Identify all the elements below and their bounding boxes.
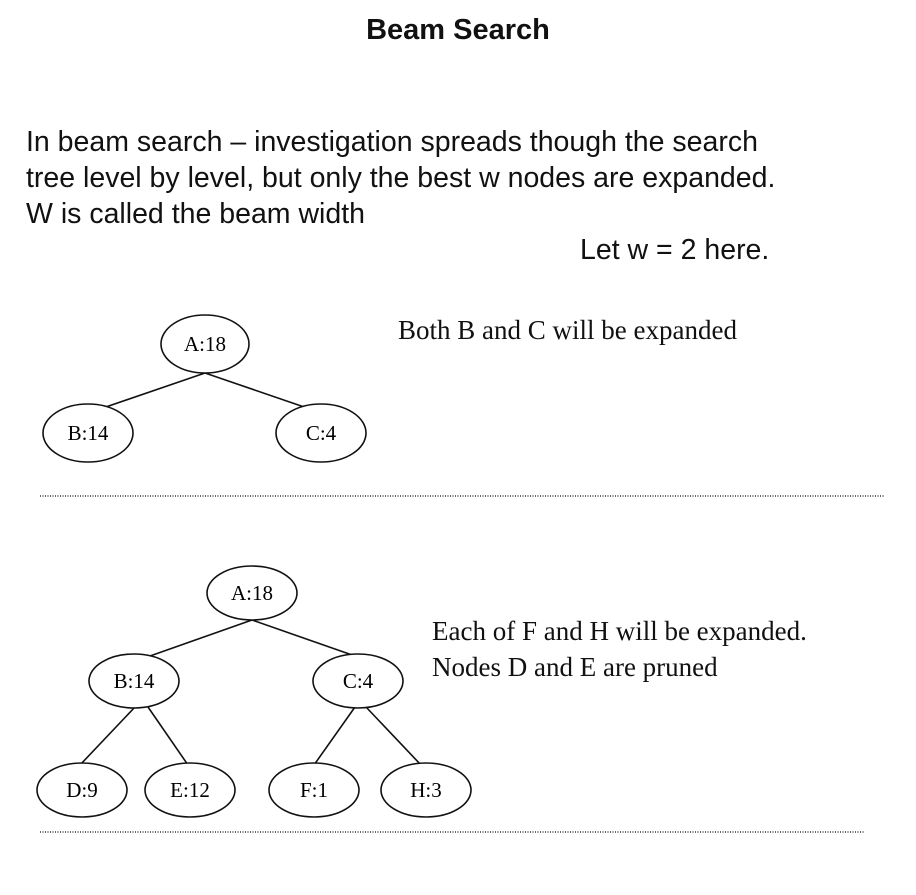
intro-line: In beam search – investigation spreads t… [26, 126, 758, 158]
tree1-node-b: B:14 [42, 403, 134, 463]
tree2-node-e: E:12 [144, 762, 236, 818]
tree2-node-b: B:14 [88, 653, 180, 709]
tree2-node-b-label: B:14 [114, 669, 155, 693]
tree2-node-d: D:9 [36, 762, 128, 818]
tree2-edge-a-b [149, 619, 253, 657]
tree1-note: Both B and C will be expanded [398, 315, 737, 345]
tree2-node-f-label: F:1 [300, 778, 328, 802]
beam-width-note: Let w = 2 here. [580, 234, 770, 266]
tree2-node-c-label: C:4 [343, 669, 374, 693]
tree1-node-c-label: C:4 [306, 421, 337, 445]
tree1-node-a: A:18 [160, 314, 250, 374]
tree2-node-e-label: E:12 [170, 778, 210, 802]
tree1-edge-a-c [204, 372, 311, 410]
tree2-node-a: A:18 [206, 565, 298, 621]
tree2-note: Each of F and H will be expanded. Nodes … [432, 616, 807, 682]
tree2-node-a-label: A:18 [231, 581, 273, 605]
tree1-edge-a-b [99, 372, 206, 410]
page-title: Beam Search [366, 14, 550, 46]
intro-line: tree level by level, but only the best w… [26, 162, 776, 194]
tree2-node-f: F:1 [268, 762, 360, 818]
tree1-node-b-label: B:14 [68, 421, 109, 445]
tree1-node-c: C:4 [275, 403, 367, 463]
tree2-edge-c-f [313, 706, 356, 766]
tree2-edge-b-d [79, 706, 136, 766]
tree2-node-h-label: H:3 [410, 778, 442, 802]
tree2-edge-a-c [251, 619, 356, 657]
tree2-edge-c-h [365, 706, 422, 766]
tree2-node-c: C:4 [312, 653, 404, 709]
tree2-node-h: H:3 [380, 762, 472, 818]
tree2-edge-b-e [147, 706, 189, 766]
intro-text: In beam search – investigation spreads t… [26, 124, 906, 232]
tree2-node-d-label: D:9 [66, 778, 98, 802]
intro-line: W is called the beam width [26, 198, 365, 230]
tree1-node-a-label: A:18 [184, 332, 226, 356]
